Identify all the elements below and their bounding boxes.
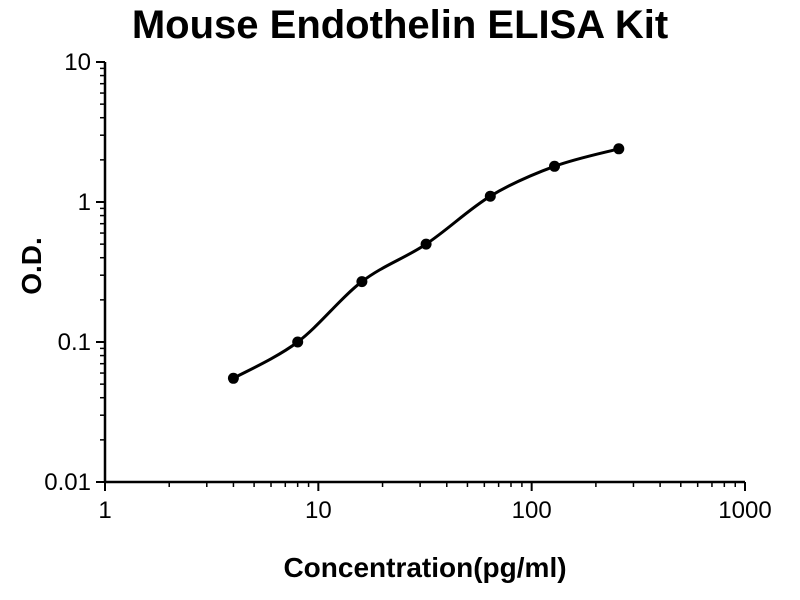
y-tick-label: 1 <box>78 189 91 216</box>
fit-curve <box>231 147 621 380</box>
data-point <box>613 143 625 155</box>
data-point <box>484 190 496 202</box>
data-point <box>420 238 432 250</box>
y-axis-label: O.D. <box>16 237 47 295</box>
chart-title: Mouse Endothelin ELISA Kit <box>131 3 669 47</box>
y-tick-label: 0.1 <box>58 329 91 356</box>
x-tick-label: 10 <box>305 497 332 524</box>
y-tick-label: 0.01 <box>44 469 91 496</box>
x-tick-label: 100 <box>512 497 552 524</box>
data-point <box>356 276 368 288</box>
data-point <box>292 336 304 348</box>
x-tick-label: 1 <box>98 497 111 524</box>
data-point <box>227 372 239 384</box>
data-point <box>549 160 560 172</box>
y-tick-label: 10 <box>64 49 91 76</box>
x-axis-label: Concentration(pg/ml) <box>283 552 567 583</box>
x-tick-label: 1000 <box>718 497 771 524</box>
